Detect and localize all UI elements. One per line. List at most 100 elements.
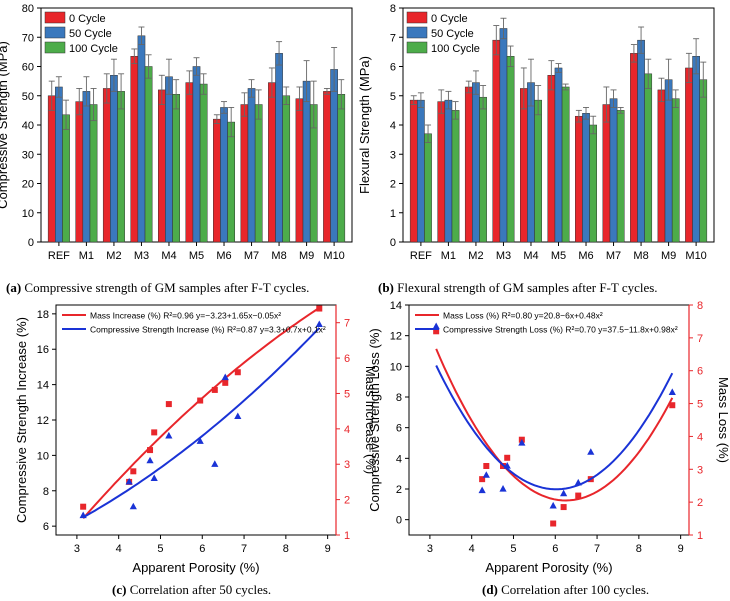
bar-a-50-cycle — [302, 80, 311, 243]
bar-b-100-cycle — [699, 79, 708, 243]
bar-a-0-cycle — [130, 56, 139, 243]
bar-b-50-cycle — [417, 99, 425, 243]
y2-tick-label-c: 7 — [344, 318, 350, 330]
y-tick-label-b: 4 — [390, 120, 396, 132]
bar-a-100-cycle — [227, 121, 236, 243]
point-square-d — [669, 402, 676, 409]
caption-d-label: (d) — [482, 582, 498, 597]
chart-b: 0 1 2 3 4 5 6 7 8 Flexural Strength (MPa) REF M1 M2 M… — [357, 3, 715, 262]
point-triangle-c — [211, 460, 219, 467]
y-tick-label-d: 12 — [390, 331, 402, 343]
bar-b-0-cycle — [409, 99, 418, 243]
bar-a-0-cycle — [102, 88, 111, 243]
legend-label-b: 100 Cycle — [431, 43, 480, 55]
x-tick-label-b: M1 — [441, 250, 456, 262]
y-tick-label-b: 7 — [390, 32, 396, 44]
x-tick-label-d: 6 — [552, 543, 558, 555]
point-square-c — [211, 386, 218, 393]
bar-b-100-cycle — [644, 73, 653, 243]
bar-b-50-cycle — [692, 56, 700, 243]
caption-c-text: Correlation after 50 cycles. — [129, 582, 272, 597]
y-tick-label-a: 50 — [22, 91, 34, 103]
x-tick-label-c: 5 — [157, 543, 163, 555]
bar-a-100-cycle — [62, 114, 70, 243]
point-triangle-c — [125, 477, 133, 485]
point-square-c — [80, 503, 87, 510]
y-tick-label-d: 14 — [390, 300, 402, 312]
caption-a-text: Compressive strength of GM samples after… — [24, 280, 310, 295]
y-tick-label-d: 8 — [396, 392, 402, 404]
legend-label-a: 50 Cycle — [69, 28, 112, 40]
x-tick-label-b: M2 — [468, 250, 483, 262]
bar-a-50-cycle — [82, 91, 91, 243]
y-tick-label-b: 2 — [390, 179, 396, 191]
point-square-c — [222, 379, 229, 386]
legend-label-a: 0 Cycle — [69, 13, 106, 25]
point-square-d — [575, 492, 582, 499]
point-triangle-d — [549, 501, 557, 509]
bar-a-100-cycle — [89, 104, 98, 243]
point-square-d — [483, 463, 490, 469]
y2-tick-label-c: 3 — [344, 459, 350, 471]
y-tick-label-b: 0 — [390, 237, 396, 249]
legend-swatch-b — [406, 41, 428, 54]
point-square-c — [130, 468, 137, 475]
legend-swatch-a — [44, 26, 66, 39]
caption-b-label: (b) — [378, 280, 394, 295]
bar-a-50-cycle — [330, 69, 338, 243]
y-tick-label-d: 6 — [396, 423, 402, 435]
caption-b-text: Flexural strength of GM samples after F-… — [397, 280, 658, 295]
bar-a-50-cycle — [275, 53, 283, 243]
y2-axis-title-c: Mass Increase (%) — [363, 366, 378, 474]
bar-b-0-cycle — [575, 115, 583, 243]
y-tick-label-c: 16 — [37, 344, 49, 356]
point-triangle-d — [560, 489, 568, 497]
fit-curve-d-1 — [435, 365, 674, 491]
bar-a-0-cycle — [240, 104, 249, 243]
x-tick-label-b: M3 — [496, 250, 511, 262]
y-tick-label-a: 80 — [22, 3, 34, 15]
x-tick-label-b: M8 — [633, 250, 648, 262]
bar-b-50-cycle — [444, 99, 453, 243]
bar-b-50-cycle — [527, 82, 535, 243]
point-triangle-c — [315, 320, 323, 328]
y2-tick-label-d: 7 — [697, 333, 703, 345]
point-square-d — [504, 454, 511, 461]
y-tick-label-a: 40 — [22, 120, 34, 132]
point-triangle-d — [503, 462, 511, 469]
point-triangle-c — [196, 437, 204, 444]
y2-tick-label-c: 4 — [344, 424, 350, 436]
x-tick-label-d: 9 — [678, 543, 684, 555]
x-tick-label-a: REF — [48, 250, 70, 262]
x-tick-label-a: M2 — [106, 250, 121, 262]
bar-b-0-cycle — [657, 89, 666, 243]
y2-tick-label-d: 2 — [697, 497, 703, 509]
y-tick-label-b: 3 — [390, 149, 396, 161]
bar-b-0-cycle — [630, 53, 638, 243]
x-tick-label-d: 3 — [427, 543, 433, 555]
bar-b-50-cycle — [664, 79, 673, 243]
bar-b-0-cycle — [602, 104, 611, 243]
bar-a-50-cycle — [220, 107, 228, 243]
y-tick-label-d: 10 — [390, 361, 402, 373]
caption-c: (c) Correlation after 50 cycles. — [112, 582, 271, 598]
y2-tick-label-c: 2 — [344, 495, 350, 507]
x-tick-label-a: M9 — [299, 250, 314, 262]
bar-a-50-cycle — [55, 86, 63, 243]
point-square-c — [197, 397, 204, 404]
bar-b-0-cycle — [519, 88, 528, 243]
bar-a-50-cycle — [165, 76, 173, 243]
x-tick-label-a: M5 — [189, 250, 204, 262]
point-triangle-d — [499, 485, 507, 492]
bar-b-50-cycle — [554, 67, 563, 243]
bar-b-0-cycle — [685, 67, 693, 243]
y2-tick-label-d: 1 — [697, 530, 703, 542]
x-tick-label-a: M8 — [271, 250, 286, 262]
bar-a-0-cycle — [213, 118, 221, 243]
point-triangle-d — [668, 388, 676, 395]
x-tick-label-c: 7 — [241, 543, 247, 555]
x-tick-label-c: 4 — [116, 543, 122, 555]
bar-a-100-cycle — [117, 91, 125, 243]
x-tick-label-a: M7 — [244, 250, 259, 262]
